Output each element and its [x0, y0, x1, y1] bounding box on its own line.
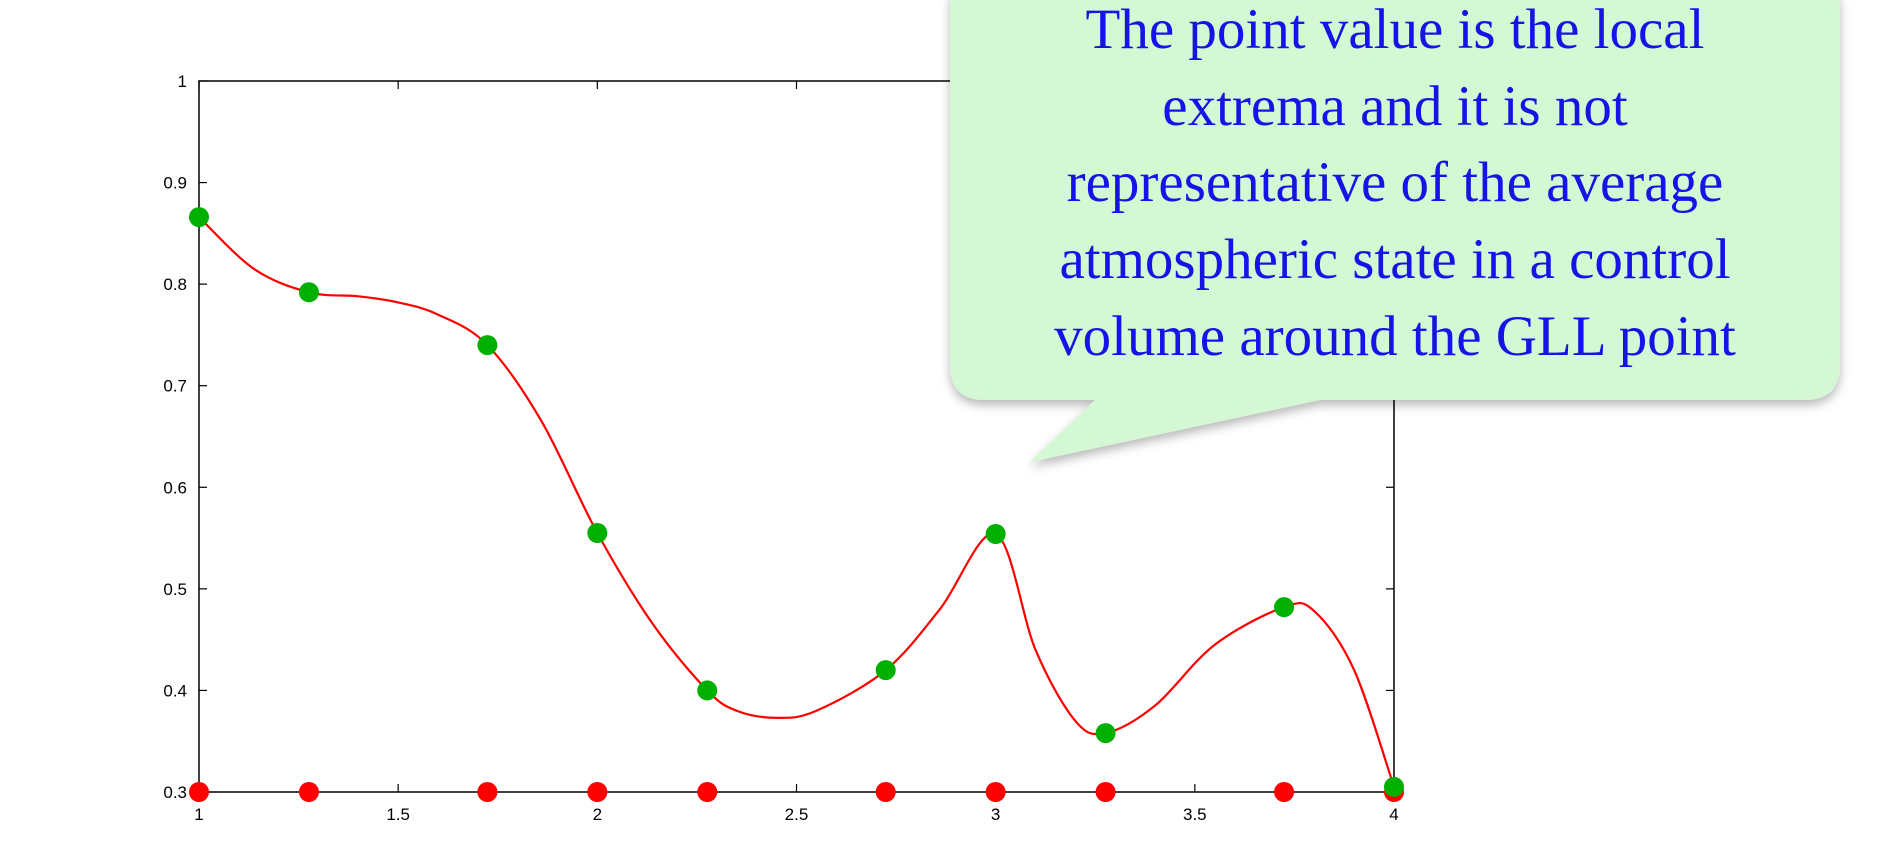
- gll-node-point: [299, 782, 319, 802]
- gll-node-point: [697, 782, 717, 802]
- callout-line-5: volume around the GLL point: [1054, 305, 1736, 368]
- x-tick-label: 1: [194, 805, 203, 824]
- y-tick-label: 1: [178, 72, 187, 91]
- point-value-marker: [1274, 597, 1294, 617]
- x-tick-label: 2.5: [785, 805, 809, 824]
- y-tick-label: 0.7: [163, 377, 187, 396]
- point-value-marker: [876, 660, 896, 680]
- gll-node-point: [1096, 782, 1116, 802]
- callout-line-4: atmospheric state in a control: [1059, 228, 1730, 291]
- y-tick-label: 0.3: [163, 783, 187, 802]
- callout-line-2: extrema and it is not: [1162, 75, 1628, 138]
- point-value-marker: [477, 335, 497, 355]
- gll-node-point: [477, 782, 497, 802]
- gll-node-point: [189, 782, 209, 802]
- point-value-marker: [299, 282, 319, 302]
- x-tick-label: 3.5: [1183, 805, 1207, 824]
- x-tick-label: 2: [593, 805, 602, 824]
- callout-bubble: The point value is the local extrema and…: [950, 0, 1840, 462]
- point-value-marker: [1096, 723, 1116, 743]
- x-tick-label: 3: [991, 805, 1000, 824]
- y-tick-label: 0.5: [163, 580, 187, 599]
- y-tick-label: 0.9: [163, 174, 187, 193]
- y-tick-label: 0.8: [163, 275, 187, 294]
- x-tick-label: 1.5: [386, 805, 410, 824]
- point-value-marker: [1384, 777, 1404, 797]
- point-value-marker: [189, 207, 209, 227]
- y-tick-label: 0.6: [163, 478, 187, 497]
- callout-line-3: representative of the average: [1067, 151, 1724, 214]
- y-tick-label: 0.4: [163, 681, 187, 700]
- callout-line-1: The point value is the local: [1086, 0, 1705, 61]
- gll-node-point: [1274, 782, 1294, 802]
- gll-node-point: [986, 782, 1006, 802]
- point-value-marker: [587, 523, 607, 543]
- point-value-marker: [697, 680, 717, 700]
- gll-node-point: [876, 782, 896, 802]
- gll-node-point: [587, 782, 607, 802]
- x-tick-label: 4: [1389, 805, 1398, 824]
- point-value-marker: [986, 524, 1006, 544]
